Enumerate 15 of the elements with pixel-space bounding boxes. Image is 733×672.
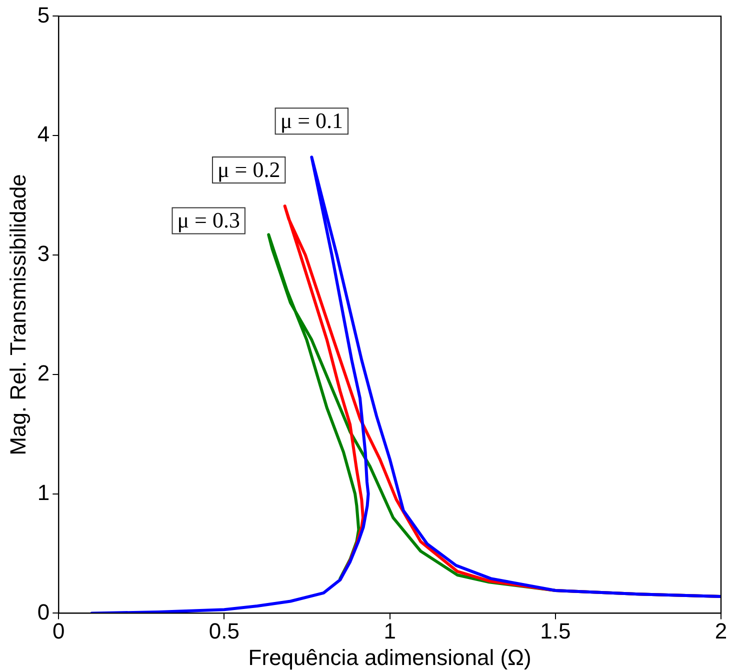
annotation: μ = 0.2	[217, 156, 280, 182]
x-tick-label: 1	[384, 618, 396, 644]
annotation: μ = 0.1	[280, 108, 344, 133]
y-tick-label: 2	[37, 360, 50, 386]
y-tick-label: 0	[37, 599, 50, 624]
y-tick-label: 3	[37, 241, 50, 266]
x-axis-title: Frequência adimensional (Ω)	[248, 644, 532, 670]
x-tick-label: 2	[714, 618, 728, 644]
annotation: μ = 0.3	[177, 207, 240, 232]
y-tick-label: 1	[37, 480, 50, 505]
y-tick-label: 5	[37, 2, 50, 28]
x-tick-label: 0.5	[208, 618, 240, 644]
y-tick-label: 4	[37, 122, 50, 147]
y-axis-title: Mag. Rel. Transmissibilidade	[5, 174, 30, 456]
x-tick-label: 1.5	[540, 618, 571, 644]
